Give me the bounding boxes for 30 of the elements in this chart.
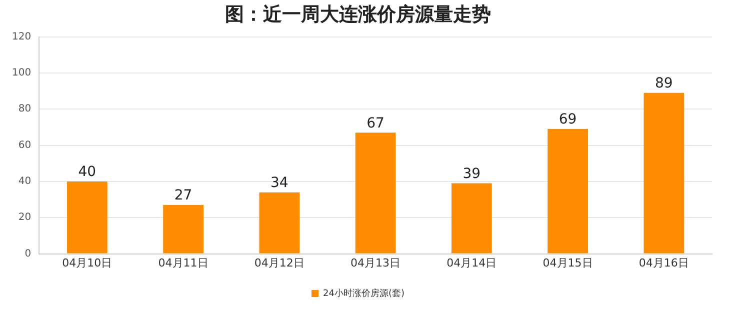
- y-tick-label: 100: [12, 68, 32, 79]
- chart-title: 图：近一周大连涨价房源量走势: [225, 3, 491, 26]
- data-label: 67: [366, 115, 384, 132]
- x-tick-label: 04月12日: [254, 256, 304, 270]
- x-tick-label: 04月13日: [350, 256, 401, 270]
- bar: [355, 132, 396, 254]
- legend-label: 24小时涨价房源(套): [323, 288, 404, 299]
- x-tick-label: 04月14日: [446, 256, 497, 270]
- data-label: 27: [174, 188, 192, 204]
- data-label: 69: [558, 112, 577, 128]
- bar: [451, 183, 492, 254]
- y-tick-label: 80: [18, 104, 32, 115]
- y-tick-label: 120: [12, 31, 32, 42]
- y-tick-label: 40: [18, 176, 32, 188]
- x-tick-label: 04月11日: [158, 256, 208, 270]
- y-tick-label: 20: [18, 212, 32, 224]
- bar: [66, 181, 108, 254]
- bar: [163, 204, 204, 254]
- data-label: 89: [655, 76, 673, 92]
- bar: [548, 129, 588, 254]
- bar: [259, 192, 300, 254]
- y-tick-label: 60: [18, 140, 32, 151]
- y-tick-label: 0: [24, 248, 32, 260]
- data-label: 39: [462, 166, 481, 182]
- data-label: 34: [270, 174, 288, 191]
- x-tick-label: 04月10日: [62, 256, 112, 270]
- x-tick-label: 04月16日: [638, 256, 689, 270]
- data-label: 40: [78, 164, 96, 180]
- bar: [644, 92, 684, 254]
- x-tick-label: 04月15日: [542, 256, 593, 270]
